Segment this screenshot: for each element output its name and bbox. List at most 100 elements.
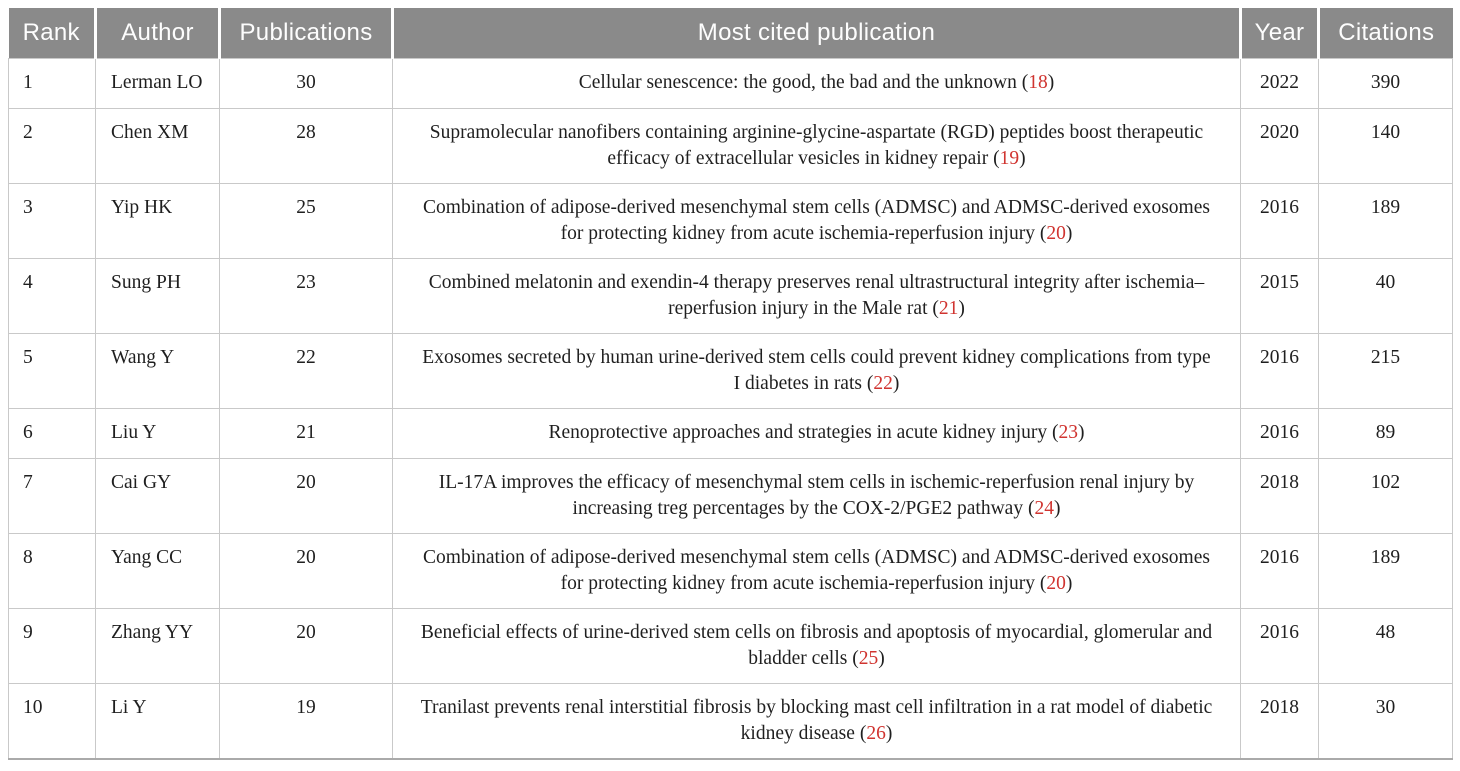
ref-close-paren: ): [1053, 498, 1061, 519]
citations-cell: 390: [1318, 58, 1453, 109]
ref-open-paren: (: [988, 148, 1000, 169]
year-cell: 2015: [1240, 258, 1319, 334]
author-cell: Lerman LO: [95, 58, 220, 109]
publications-cell: 23: [219, 258, 393, 334]
publication-title: Supramolecular nanofibers containing arg…: [429, 122, 1204, 169]
reference-number: 22: [873, 373, 893, 394]
table-header: Rank Author Publications Most cited publ…: [8, 8, 1453, 59]
ref-close-paren: ): [1065, 223, 1073, 244]
column-header-citations: Citations: [1318, 8, 1453, 59]
rank-cell: 6: [8, 408, 96, 459]
author-cell: Liu Y: [95, 408, 220, 459]
citations-cell: 189: [1318, 533, 1453, 609]
column-header-publications: Publications: [219, 8, 394, 59]
most-cited-publication-cell: Tranilast prevents renal interstitial fi…: [392, 683, 1241, 759]
reference-number: 20: [1046, 573, 1066, 594]
rank-cell: 1: [8, 58, 96, 109]
most-cited-publication-cell: Combination of adipose-derived mesenchym…: [392, 533, 1241, 609]
publication-title: Combination of adipose-derived mesenchym…: [423, 197, 1210, 244]
reference-number: 23: [1058, 422, 1079, 443]
ref-open-paren: (: [1047, 422, 1059, 443]
year-cell: 2016: [1240, 183, 1319, 259]
most-cited-publication-cell: Beneficial effects of urine-derived stem…: [392, 608, 1241, 684]
year-cell: 2016: [1240, 333, 1319, 409]
publications-cell: 20: [219, 458, 393, 534]
publications-cell: 28: [219, 108, 393, 184]
citations-cell: 40: [1318, 258, 1453, 334]
most-cited-publication-cell: Cellular senescence: the good, the bad a…: [392, 58, 1241, 109]
table-row: 3 Yip HK 25 Combination of adipose-deriv…: [8, 183, 1453, 259]
ref-open-paren: (: [1034, 223, 1047, 244]
rank-cell: 5: [8, 333, 96, 409]
publications-cell: 20: [219, 608, 393, 684]
reference-number: 26: [866, 723, 886, 744]
most-cited-publication-cell: IL-17A improves the efficacy of mesenchy…: [392, 458, 1241, 534]
author-cell: Zhang YY: [95, 608, 220, 684]
rank-cell: 3: [8, 183, 96, 259]
citations-cell: 89: [1318, 408, 1453, 459]
publications-cell: 21: [219, 408, 393, 459]
citations-cell: 140: [1318, 108, 1453, 184]
author-cell: Li Y: [95, 683, 220, 759]
reference-number: 25: [858, 648, 879, 669]
table-row: 9 Zhang YY 20 Beneficial effects of urin…: [8, 608, 1453, 684]
top-authors-table: Rank Author Publications Most cited publ…: [8, 8, 1453, 760]
reference-number: 21: [938, 298, 959, 319]
year-cell: 2018: [1240, 458, 1319, 534]
ref-open-paren: (: [1023, 498, 1035, 519]
reference-number: 18: [1028, 72, 1048, 93]
reference-number: 24: [1034, 498, 1054, 519]
citations-cell: 30: [1318, 683, 1453, 759]
ref-close-paren: ): [1047, 72, 1055, 93]
ref-close-paren: ): [1065, 573, 1073, 594]
most-cited-publication-cell: Exosomes secreted by human urine-derived…: [392, 333, 1241, 409]
publication-title: Renoprotective approaches and strategies…: [548, 422, 1048, 443]
publication-title: Tranilast prevents renal interstitial fi…: [420, 697, 1213, 744]
rank-cell: 8: [8, 533, 96, 609]
ref-open-paren: (: [1034, 573, 1047, 594]
most-cited-publication-cell: Renoprotective approaches and strategies…: [392, 408, 1241, 459]
citations-cell: 189: [1318, 183, 1453, 259]
ref-open-paren: (: [927, 298, 939, 319]
table-row: 5 Wang Y 22 Exosomes secreted by human u…: [8, 333, 1453, 409]
year-cell: 2016: [1240, 608, 1319, 684]
table-row: 7 Cai GY 20 IL-17A improves the efficacy…: [8, 458, 1453, 534]
table-row: 10 Li Y 19 Tranilast prevents renal inte…: [8, 683, 1453, 759]
table-row: 8 Yang CC 20 Combination of adipose-deri…: [8, 533, 1453, 609]
author-cell: Wang Y: [95, 333, 220, 409]
top-authors-table-container: Rank Author Publications Most cited publ…: [8, 8, 1453, 760]
column-header-most-cited-publication: Most cited publication: [392, 8, 1242, 59]
citations-cell: 215: [1318, 333, 1453, 409]
most-cited-publication-cell: Combined melatonin and exendin-4 therapy…: [392, 258, 1241, 334]
rank-cell: 4: [8, 258, 96, 334]
most-cited-publication-cell: Supramolecular nanofibers containing arg…: [392, 108, 1241, 184]
ref-open-paren: (: [861, 373, 874, 394]
publication-title: IL-17A improves the efficacy of mesenchy…: [438, 472, 1195, 519]
rank-cell: 7: [8, 458, 96, 534]
table-row: 6 Liu Y 21 Renoprotective approaches and…: [8, 408, 1453, 459]
ref-close-paren: ): [878, 648, 885, 669]
citations-cell: 48: [1318, 608, 1453, 684]
ref-close-paren: ): [892, 373, 900, 394]
ref-open-paren: (: [1016, 72, 1029, 93]
column-header-rank: Rank: [8, 8, 97, 59]
ref-close-paren: ): [885, 723, 893, 744]
table-row: 2 Chen XM 28 Supramolecular nanofibers c…: [8, 108, 1453, 184]
rank-cell: 2: [8, 108, 96, 184]
table-row: 4 Sung PH 23 Combined melatonin and exen…: [8, 258, 1453, 334]
publications-cell: 19: [219, 683, 393, 759]
author-cell: Sung PH: [95, 258, 220, 334]
publication-title: Combined melatonin and exendin-4 therapy…: [428, 272, 1205, 319]
author-cell: Chen XM: [95, 108, 220, 184]
most-cited-publication-cell: Combination of adipose-derived mesenchym…: [392, 183, 1241, 259]
year-cell: 2016: [1240, 533, 1319, 609]
publication-title: Exosomes secreted by human urine-derived…: [422, 347, 1211, 394]
year-cell: 2016: [1240, 408, 1319, 459]
citations-cell: 102: [1318, 458, 1453, 534]
ref-close-paren: ): [958, 298, 965, 319]
year-cell: 2018: [1240, 683, 1319, 759]
publication-title: Beneficial effects of urine-derived stem…: [420, 622, 1213, 669]
table-row: 1 Lerman LO 30 Cellular senescence: the …: [8, 58, 1453, 109]
publication-title: Cellular senescence: the good, the bad a…: [578, 72, 1017, 93]
reference-number: 19: [999, 148, 1020, 169]
